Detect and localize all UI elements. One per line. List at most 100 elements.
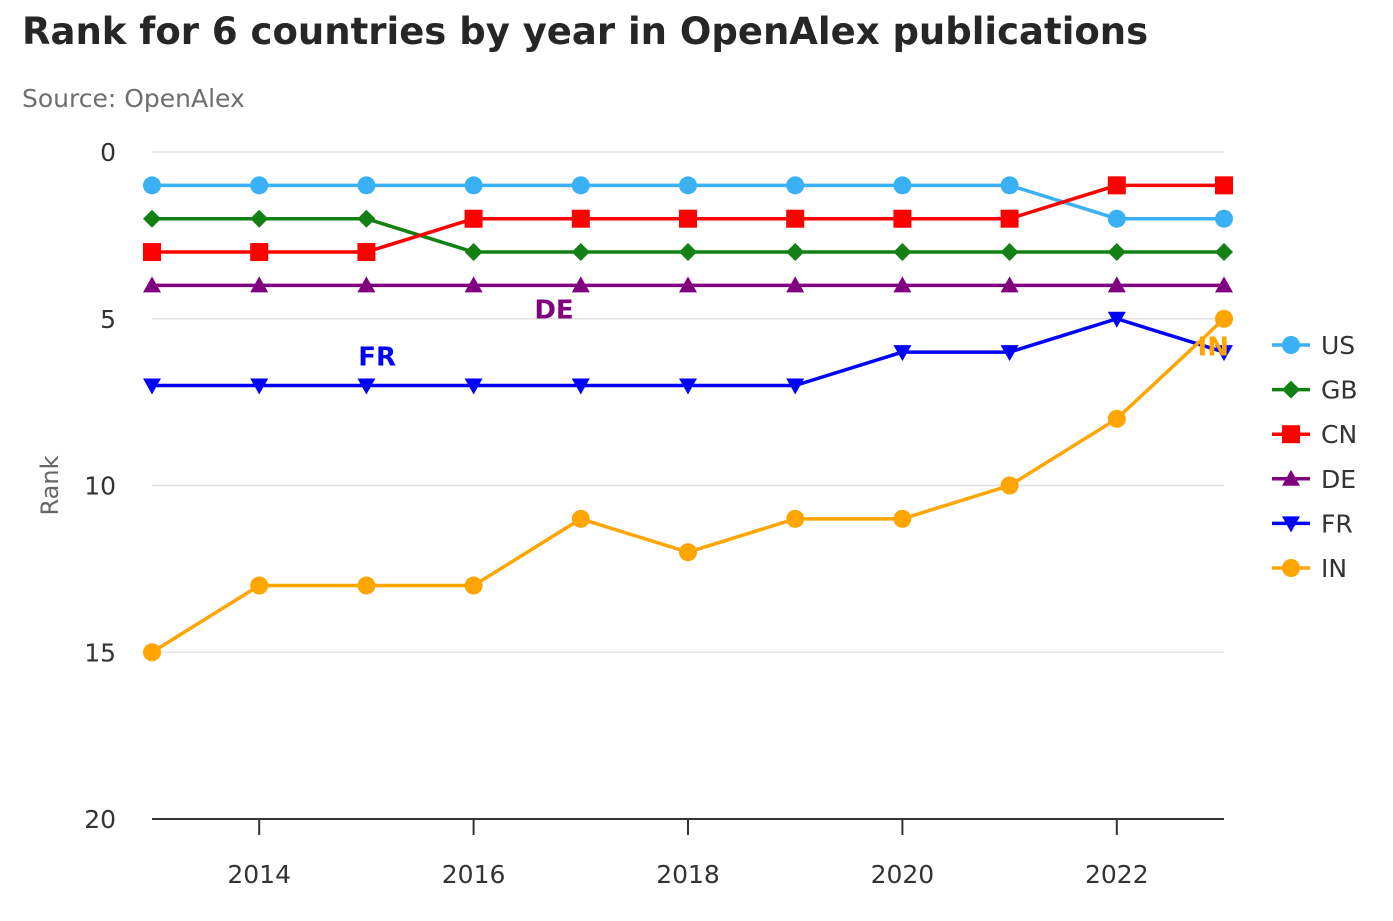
- legend-item-cn[interactable]: CN: [1272, 420, 1357, 449]
- data-point-gb: [893, 243, 912, 262]
- data-point-fr: [143, 378, 161, 395]
- data-point-fr: [250, 378, 269, 395]
- data-point-de: [786, 276, 805, 293]
- data-point-gb: [1107, 243, 1126, 262]
- legend-marker-us: [1282, 336, 1300, 354]
- legend-label-gb: GB: [1321, 376, 1358, 405]
- x-tick-label: 2020: [871, 860, 935, 889]
- data-point-gb: [679, 243, 697, 262]
- data-point-fr: [893, 345, 912, 362]
- legend-marker-fr: [1282, 516, 1300, 533]
- data-point-fr: [1107, 311, 1126, 328]
- x-tick-label: 2018: [656, 860, 720, 889]
- data-point-in: [250, 576, 269, 595]
- data-point-fr: [357, 378, 376, 395]
- data-point-de: [679, 276, 697, 293]
- data-point-us: [1215, 209, 1233, 228]
- data-point-cn: [1107, 176, 1126, 195]
- data-point-cn: [571, 209, 590, 228]
- annotation-layer: DE FR IN: [358, 296, 1229, 373]
- data-point-in: [1215, 309, 1233, 328]
- data-point-in: [1000, 476, 1019, 495]
- legend-label-us: US: [1321, 331, 1355, 360]
- data-point-us: [571, 176, 590, 195]
- series-line-fr: [152, 317, 1225, 388]
- data-point-in: [1107, 409, 1126, 428]
- grid-layer: [152, 151, 1224, 653]
- data-point-us: [357, 176, 376, 195]
- axis-layer: 0 5 10 15 20 2014 2016 2018 2020 2022 Rank: [36, 138, 1224, 889]
- data-point-de: [143, 276, 161, 293]
- data-point-cn: [679, 209, 697, 228]
- data-point-fr: [464, 378, 483, 395]
- y-tick-label: 0: [100, 138, 116, 167]
- data-point-de: [893, 276, 912, 293]
- x-tick-label: 2022: [1085, 860, 1149, 889]
- legend-marker-gb: [1282, 380, 1300, 399]
- data-point-us: [143, 176, 161, 195]
- y-tick-label: 5: [100, 305, 116, 334]
- series-us: [143, 176, 1233, 228]
- y-tick-label: 10: [84, 472, 116, 501]
- data-point-fr: [679, 378, 697, 395]
- legend-item-us[interactable]: US: [1272, 331, 1355, 360]
- legend-marker-cn: [1282, 425, 1300, 444]
- data-point-us: [464, 176, 483, 195]
- data-point-cn: [143, 243, 161, 262]
- data-point-in: [893, 509, 912, 528]
- y-tick-label: 20: [84, 805, 116, 834]
- series-gb: [143, 209, 1233, 262]
- legend-item-gb[interactable]: GB: [1272, 376, 1358, 405]
- data-point-gb: [250, 209, 269, 228]
- series-annotation-in: IN: [1198, 332, 1229, 362]
- data-point-in: [357, 576, 376, 595]
- data-point-gb: [464, 243, 483, 262]
- series-de: [143, 276, 1233, 293]
- chart-title: Rank for 6 countries by year in OpenAlex…: [22, 10, 1149, 53]
- data-point-cn: [464, 209, 483, 228]
- data-point-de: [1215, 276, 1233, 293]
- data-point-de: [1000, 276, 1019, 293]
- legend-item-de[interactable]: DE: [1272, 465, 1356, 494]
- y-axis-label: Rank: [36, 455, 64, 515]
- data-point-in: [679, 543, 697, 562]
- data-point-in: [464, 576, 483, 595]
- legend-label-in: IN: [1321, 554, 1347, 583]
- data-point-in: [571, 509, 590, 528]
- data-point-gb: [357, 209, 376, 228]
- legend: US GB CN DE FR IN: [1272, 331, 1358, 583]
- data-point-in: [786, 509, 805, 528]
- data-point-us: [786, 176, 805, 195]
- legend-label-de: DE: [1321, 465, 1356, 494]
- series-layer: [143, 176, 1233, 662]
- data-point-cn: [1215, 176, 1233, 195]
- legend-label-cn: CN: [1321, 420, 1357, 449]
- data-point-de: [571, 276, 590, 293]
- data-point-cn: [1000, 209, 1019, 228]
- data-point-de: [464, 276, 483, 293]
- series-in: [143, 309, 1233, 662]
- data-point-de: [1107, 276, 1126, 293]
- series-cn: [143, 176, 1233, 262]
- data-point-de: [357, 276, 376, 293]
- data-point-gb: [786, 243, 805, 262]
- data-point-in: [143, 643, 161, 662]
- x-tick-label: 2016: [442, 860, 506, 889]
- data-point-gb: [143, 209, 161, 228]
- legend-marker-de: [1282, 469, 1300, 486]
- legend-item-fr[interactable]: FR: [1272, 509, 1353, 538]
- series-fr: [143, 311, 1233, 395]
- legend-item-in[interactable]: IN: [1272, 554, 1347, 583]
- data-point-cn: [893, 209, 912, 228]
- data-point-us: [1000, 176, 1019, 195]
- data-point-cn: [357, 243, 376, 262]
- data-point-de: [250, 276, 269, 293]
- data-point-us: [679, 176, 697, 195]
- data-point-gb: [571, 243, 590, 262]
- y-tick-label: 15: [84, 638, 116, 667]
- series-annotation-fr: FR: [358, 342, 396, 372]
- data-point-cn: [250, 243, 269, 262]
- x-tick-label: 2014: [227, 860, 291, 889]
- data-point-fr: [786, 378, 805, 395]
